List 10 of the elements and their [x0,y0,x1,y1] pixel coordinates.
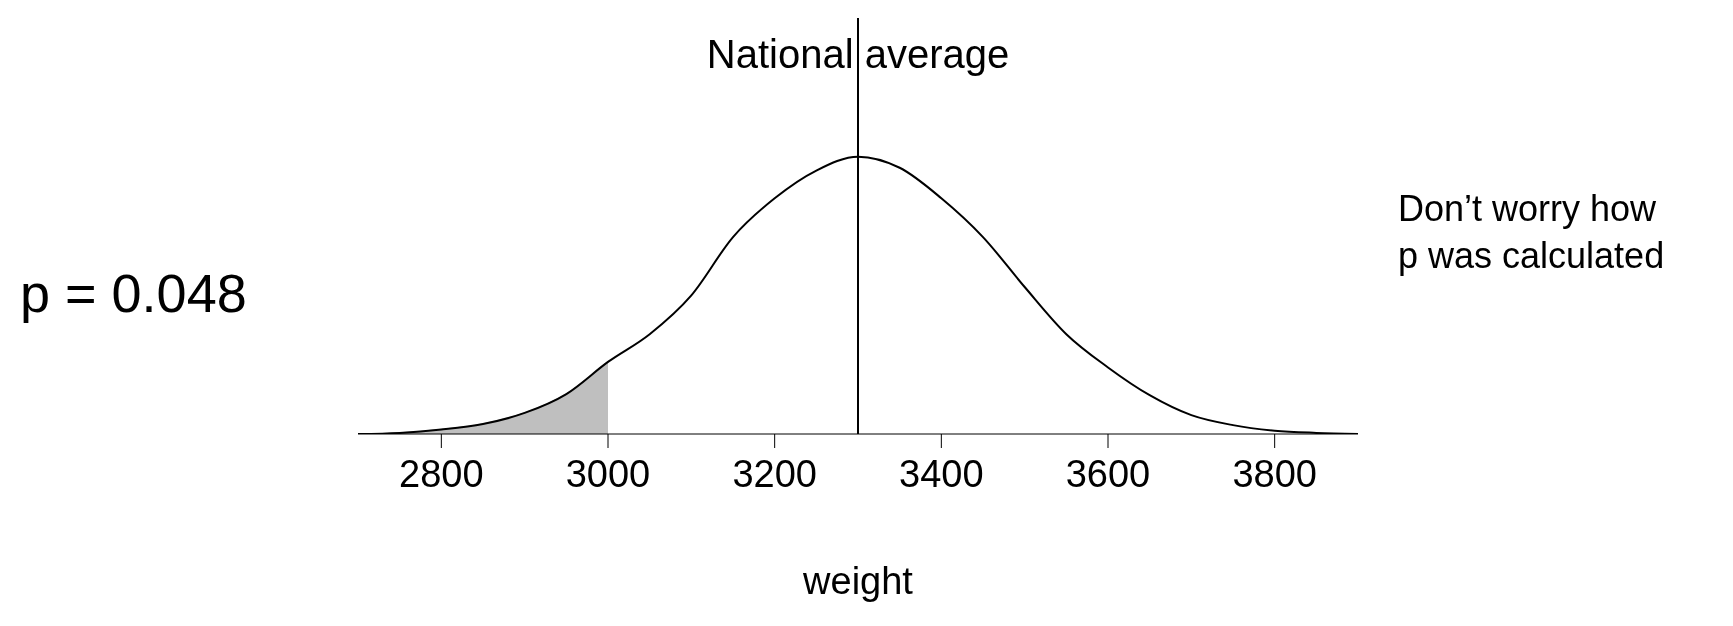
x-tick-label: 3200 [732,452,817,495]
x-tick-label: 3800 [1232,452,1317,495]
ref-line-label: National average [706,32,1010,77]
x-tick-label: 3000 [565,452,651,495]
x-tick-label: 3600 [1065,452,1151,495]
text: Don’t worry how p was calculated [1398,187,1666,278]
x-tick-label: 3400 [899,452,984,495]
x-axis-title: weight [802,560,914,602]
x-tick-label: 2800 [399,452,484,495]
text: p = 0.048 [20,262,248,325]
